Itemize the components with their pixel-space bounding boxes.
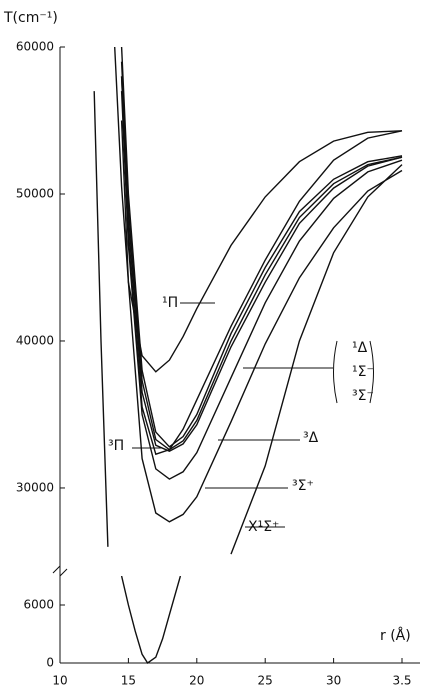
bracket: [333, 340, 374, 404]
curve: [120, 76, 403, 452]
curve-label: ³Σ⁺: [292, 478, 314, 494]
x-tick-label: 25: [258, 674, 273, 688]
curve-label: ³Δ: [303, 430, 319, 446]
y-tick-label: 50000: [16, 186, 54, 200]
curve-label: ³Σ⁻: [352, 388, 374, 404]
y-tick-label: 30000: [16, 480, 54, 494]
y-tick-label: 6000: [23, 598, 54, 612]
curve-label: X¹Σ⁺: [248, 519, 279, 535]
curve: [120, 47, 403, 448]
curve: [120, 91, 403, 480]
curve: [120, 576, 182, 664]
y-tick-label: 40000: [16, 333, 54, 347]
x-tick-label: 10: [52, 674, 67, 688]
curve: [114, 47, 403, 373]
curve: [93, 91, 403, 555]
y-axis-title: T(cm⁻¹): [3, 10, 58, 26]
curve-label: ¹Δ: [352, 340, 368, 356]
axis-break: [52, 564, 68, 578]
y-tick-label: 0: [46, 656, 54, 670]
x-tick-label: 20: [189, 674, 204, 688]
x-tick-label: 3.5: [392, 674, 411, 688]
curve: [120, 61, 403, 451]
x-axis-title: r (Å): [380, 627, 411, 644]
y-tick-label: 60000: [16, 40, 54, 54]
x-tick-label: 30: [326, 674, 341, 688]
curve-label: ¹Σ⁻: [352, 364, 374, 380]
curve: [120, 120, 403, 523]
curve-label: ¹Π: [162, 295, 178, 311]
curve-label: ³Π: [108, 438, 124, 454]
x-tick-label: 15: [121, 674, 136, 688]
